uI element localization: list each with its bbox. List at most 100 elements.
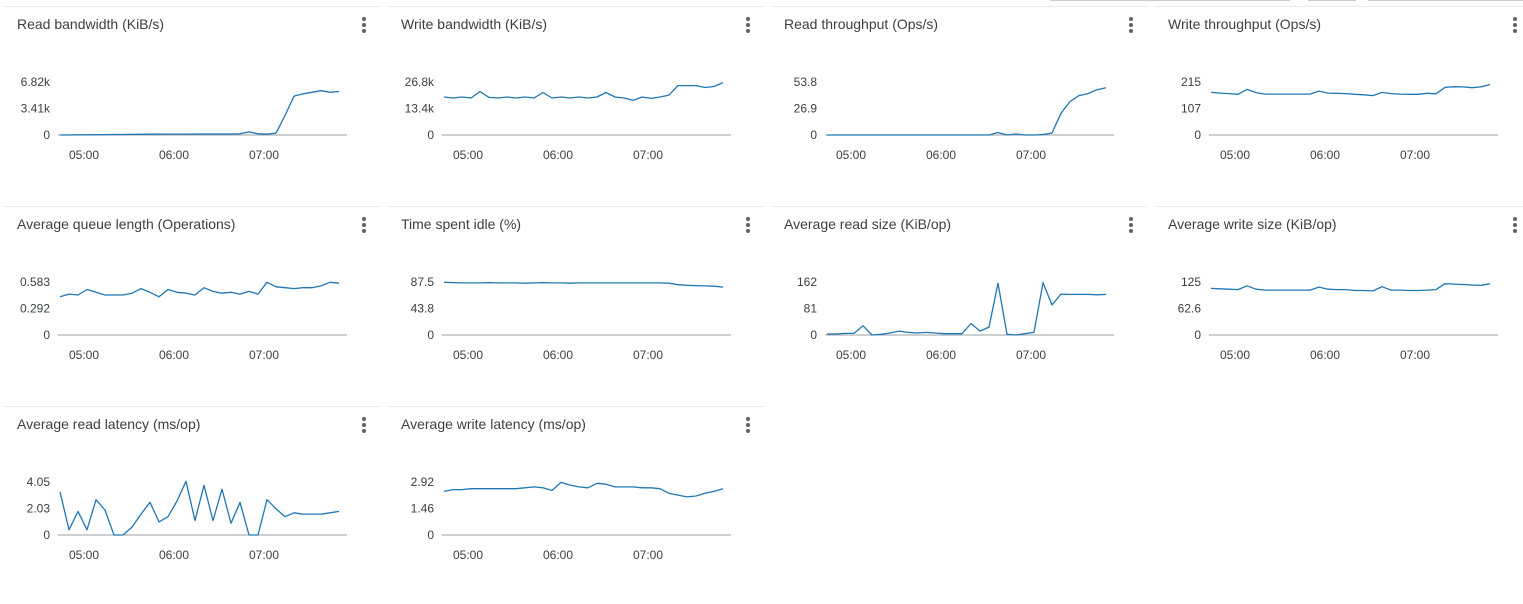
- y-tick-label: 0: [43, 328, 50, 342]
- header-edge-3: [1368, 0, 1523, 3]
- y-tick-label: 0: [427, 528, 434, 542]
- more-vert-icon[interactable]: [744, 216, 752, 234]
- more-vert-icon[interactable]: [744, 16, 752, 34]
- series-line: [827, 282, 1107, 336]
- x-tick-label: 07:00: [633, 148, 663, 162]
- chart-title: Read bandwidth (KiB/s): [17, 16, 165, 32]
- x-tick-label: 05:00: [69, 548, 99, 562]
- y-tick-label: 81: [804, 302, 818, 316]
- x-tick-label: 07:00: [1400, 348, 1430, 362]
- y-tick-label: 0: [810, 128, 817, 142]
- metric-card: Read bandwidth (KiB/s) 0 3.41k 6.82k 05:00 06…: [4, 6, 380, 204]
- y-tick-label: 2.03: [27, 502, 51, 516]
- more-vert-icon[interactable]: [360, 16, 368, 34]
- y-tick-label: 0.292: [20, 302, 50, 316]
- x-tick-label: 07:00: [1400, 148, 1430, 162]
- x-tick-label: 06:00: [159, 548, 189, 562]
- metric-card: Average read size (KiB/op) 0 81 162 05:00 06:…: [771, 206, 1147, 404]
- line-chart: 0 26.9 53.8 05:00 06:00 07:00: [794, 75, 1114, 162]
- y-tick-label: 0: [1194, 328, 1201, 342]
- x-tick-label: 06:00: [543, 148, 573, 162]
- x-tick-label: 05:00: [453, 548, 483, 562]
- x-tick-label: 06:00: [1310, 348, 1340, 362]
- x-tick-label: 06:00: [159, 148, 189, 162]
- y-tick-label: 0: [427, 128, 434, 142]
- series-line: [443, 82, 724, 102]
- x-tick-label: 05:00: [453, 348, 483, 362]
- x-tick-label: 07:00: [1016, 348, 1046, 362]
- chart-title: Average write latency (ms/op): [401, 416, 586, 432]
- series-line: [827, 87, 1107, 136]
- x-tick-label: 05:00: [836, 148, 866, 162]
- metric-card: Write throughput (Ops/s) 0 107 215 05:00 06:0…: [1155, 6, 1523, 204]
- chart-title: Average queue length (Operations): [17, 216, 236, 232]
- line-chart: 0 62.6 125 05:00 06:00 07:00: [1178, 275, 1498, 362]
- x-tick-label: 06:00: [1310, 148, 1340, 162]
- line-chart: 0 0.292 0.583 05:00 06:00 07:00: [20, 275, 347, 362]
- metric-card: Write bandwidth (KiB/s) 0 13.4k 26.8k 05:00 0…: [388, 6, 764, 204]
- y-tick-label: 43.8: [411, 302, 435, 316]
- chart-title: Average write size (KiB/op): [1168, 216, 1337, 232]
- y-tick-label: 13.4k: [405, 102, 435, 116]
- y-tick-label: 0: [1194, 128, 1201, 142]
- more-vert-icon[interactable]: [1511, 216, 1519, 234]
- x-tick-label: 05:00: [836, 348, 866, 362]
- x-tick-label: 06:00: [543, 548, 573, 562]
- x-tick-label: 05:00: [1220, 148, 1250, 162]
- y-tick-label: 26.9: [794, 102, 818, 116]
- series-line: [443, 281, 724, 288]
- x-tick-label: 07:00: [1016, 148, 1046, 162]
- header-edge-2: [1308, 0, 1356, 3]
- metric-card: Average write size (KiB/op) 0 62.6 125 05:00…: [1155, 206, 1523, 404]
- x-tick-label: 05:00: [69, 348, 99, 362]
- line-chart: 0 1.46 2.92 05:00 06:00 07:00: [411, 475, 731, 562]
- metric-card: Average write latency (ms/op) 0 1.46 2.92 05…: [388, 406, 764, 604]
- y-tick-label: 107: [1181, 102, 1201, 116]
- line-chart: 0 43.8 87.5 05:00 06:00 07:00: [411, 275, 731, 362]
- more-vert-icon[interactable]: [1127, 216, 1135, 234]
- x-tick-label: 06:00: [926, 148, 956, 162]
- x-tick-label: 07:00: [633, 348, 663, 362]
- line-chart: 0 107 215 05:00 06:00 07:00: [1181, 75, 1498, 162]
- y-tick-label: 0: [810, 328, 817, 342]
- y-tick-label: 0.583: [20, 275, 50, 289]
- more-vert-icon[interactable]: [360, 216, 368, 234]
- x-tick-label: 05:00: [69, 148, 99, 162]
- line-chart: 0 13.4k 26.8k 05:00 06:00 07:00: [405, 75, 731, 162]
- x-tick-label: 05:00: [453, 148, 483, 162]
- line-chart: 0 2.03 4.05 05:00 06:00 07:00: [27, 475, 347, 562]
- y-tick-label: 2.92: [411, 475, 435, 489]
- y-tick-label: 6.82k: [21, 75, 51, 89]
- series-line: [443, 481, 724, 498]
- y-tick-label: 162: [797, 275, 817, 289]
- metric-card: Average queue length (Operations) 0 0.292 0…: [4, 206, 380, 404]
- header-edge-1: [1050, 0, 1290, 3]
- line-chart: 0 81 162 05:00 06:00 07:00: [797, 275, 1114, 362]
- chart-title: Read throughput (Ops/s): [784, 16, 939, 32]
- x-tick-label: 07:00: [633, 548, 663, 562]
- metric-card: Time spent idle (%) 0 43.8 87.5 05:00 06:00 07…: [388, 206, 764, 404]
- chart-title: Time spent idle (%): [401, 216, 522, 232]
- x-tick-label: 05:00: [1220, 348, 1250, 362]
- y-tick-label: 53.8: [794, 75, 818, 89]
- y-tick-label: 87.5: [411, 275, 435, 289]
- chart-title: Average read latency (ms/op): [17, 416, 201, 432]
- series-line: [60, 90, 340, 136]
- y-tick-label: 4.05: [27, 475, 51, 489]
- series-line: [1210, 83, 1491, 97]
- x-tick-label: 06:00: [543, 348, 573, 362]
- y-tick-label: 26.8k: [405, 75, 435, 89]
- y-tick-label: 215: [1181, 75, 1201, 89]
- more-vert-icon[interactable]: [1127, 16, 1135, 34]
- y-tick-label: 0: [43, 128, 50, 142]
- y-tick-label: 3.41k: [21, 102, 51, 116]
- y-tick-label: 125: [1181, 275, 1201, 289]
- x-tick-label: 07:00: [249, 548, 279, 562]
- more-vert-icon[interactable]: [360, 416, 368, 434]
- chart-title: Write bandwidth (KiB/s): [401, 16, 548, 32]
- more-vert-icon[interactable]: [1511, 16, 1519, 34]
- more-vert-icon[interactable]: [744, 416, 752, 434]
- chart-title: Write throughput (Ops/s): [1168, 16, 1322, 32]
- x-tick-label: 06:00: [926, 348, 956, 362]
- y-tick-label: 0: [427, 328, 434, 342]
